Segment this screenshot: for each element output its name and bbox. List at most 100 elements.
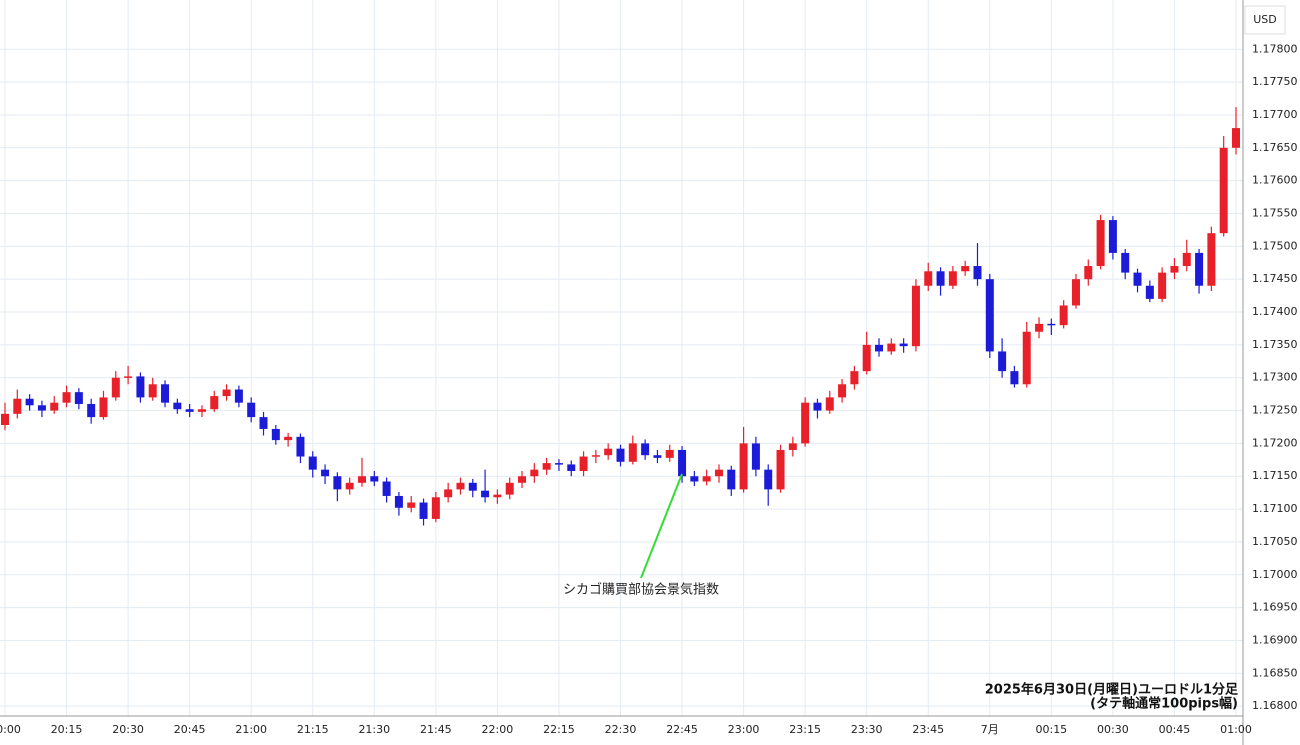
candle-body <box>74 392 83 404</box>
candle-body <box>370 476 379 482</box>
note: 2025年6月30日(月曜日)ユーロドル1分足 <box>985 682 1239 698</box>
candle-body <box>813 402 822 411</box>
candle-body <box>924 271 933 286</box>
candle-body <box>1232 128 1240 148</box>
x-tick-label: 00:15 <box>1035 723 1067 736</box>
candle-body <box>961 266 970 272</box>
candle-body <box>1035 323 1044 332</box>
y-tick-label: 1.17500 <box>1252 239 1298 252</box>
candle-body <box>1010 371 1019 385</box>
candle-body <box>111 377 120 398</box>
candle-body <box>998 351 1007 372</box>
y-tick-label: 1.17250 <box>1252 404 1298 417</box>
candle-body <box>1121 252 1130 273</box>
candle-body <box>382 481 391 496</box>
annotation: シカゴ購買部協会景気指数 <box>563 582 719 598</box>
candle-body <box>776 449 785 490</box>
x-tick-label: 23:30 <box>851 723 883 736</box>
candle-body <box>1244 128 1252 135</box>
candle-body <box>1108 220 1117 253</box>
candle-body <box>936 271 945 286</box>
x-tick-label: 7月 <box>981 723 999 736</box>
y-tick-label: 1.17450 <box>1252 272 1298 285</box>
candle-body <box>357 476 366 483</box>
candle-body <box>185 409 194 412</box>
note: (タテ軸通常100pips幅) <box>1090 696 1238 712</box>
y-tick-label: 1.17750 <box>1252 75 1298 88</box>
candle-body <box>25 398 34 406</box>
candle-body <box>764 469 773 490</box>
y-tick-label: 1.17050 <box>1252 535 1298 548</box>
candle-body <box>678 449 687 477</box>
candle-body <box>788 443 797 450</box>
candle-body <box>641 443 650 456</box>
candle-body <box>1207 233 1216 286</box>
candle-body <box>973 266 982 280</box>
candle-body <box>862 344 871 372</box>
candle-body <box>210 396 219 410</box>
candle-body <box>604 448 613 456</box>
x-tick-label: 23:15 <box>789 723 821 736</box>
x-tick-label: 20:30 <box>112 723 144 736</box>
x-tick-label: 01:00 <box>1220 723 1252 736</box>
candle-body <box>751 443 760 470</box>
currency-label: USD <box>1253 13 1277 26</box>
candle-body <box>259 417 268 429</box>
x-tick-label: 23:45 <box>912 723 944 736</box>
candle-body <box>271 428 280 441</box>
candle-body <box>321 469 330 477</box>
candle-body <box>1022 331 1031 385</box>
candle-body <box>296 436 305 457</box>
y-tick-label: 1.17600 <box>1252 174 1298 187</box>
candle-body <box>628 443 637 462</box>
candle-body <box>173 402 182 410</box>
candle-body <box>518 476 527 483</box>
candle-body <box>850 371 859 385</box>
candle-body <box>1133 272 1142 286</box>
y-tick-label: 1.17150 <box>1252 469 1298 482</box>
candle-body <box>567 464 576 471</box>
candle-body <box>50 402 59 411</box>
candle-body <box>838 384 847 398</box>
candle-body <box>801 402 810 444</box>
x-tick-label: 20:45 <box>174 723 206 736</box>
candle-body <box>1195 252 1204 286</box>
y-tick-label: 1.17100 <box>1252 502 1298 515</box>
candle-body <box>1059 305 1068 326</box>
candle-body <box>431 497 440 519</box>
candle-body <box>136 376 145 398</box>
candle-body <box>148 384 157 398</box>
candle-body <box>887 343 896 352</box>
candle-body <box>13 398 22 414</box>
candle-body <box>714 469 723 477</box>
candle-body <box>542 463 551 470</box>
candle-body <box>493 494 502 498</box>
candle-body <box>222 389 231 397</box>
y-tick-label: 1.16800 <box>1252 699 1298 712</box>
candle-body <box>284 436 293 441</box>
candle-body <box>1 413 9 426</box>
candle-body <box>665 449 674 458</box>
candle-body <box>124 376 133 378</box>
y-tick-label: 1.17550 <box>1252 206 1298 219</box>
candle-body <box>899 343 908 347</box>
x-tick-label: 00:30 <box>1097 723 1129 736</box>
candle-body <box>1170 266 1179 273</box>
y-tick-label: 1.16950 <box>1252 601 1298 614</box>
candle-body <box>505 482 514 495</box>
candle-body <box>1084 266 1093 280</box>
candle-body <box>62 392 71 403</box>
x-tick-label: 21:15 <box>297 723 329 736</box>
candle-body <box>1182 252 1191 267</box>
y-tick-label: 1.16850 <box>1252 666 1298 679</box>
candle-body <box>727 469 736 490</box>
candle-body <box>875 344 884 352</box>
candle-body <box>1096 220 1105 267</box>
y-tick-label: 1.17200 <box>1252 436 1298 449</box>
y-tick-label: 1.16900 <box>1252 633 1298 646</box>
candle-body <box>468 482 477 491</box>
y-tick-label: 1.17650 <box>1252 141 1298 154</box>
x-tick-label: 22:15 <box>543 723 575 736</box>
candle-body <box>911 285 920 347</box>
y-tick-label: 1.17000 <box>1252 568 1298 581</box>
